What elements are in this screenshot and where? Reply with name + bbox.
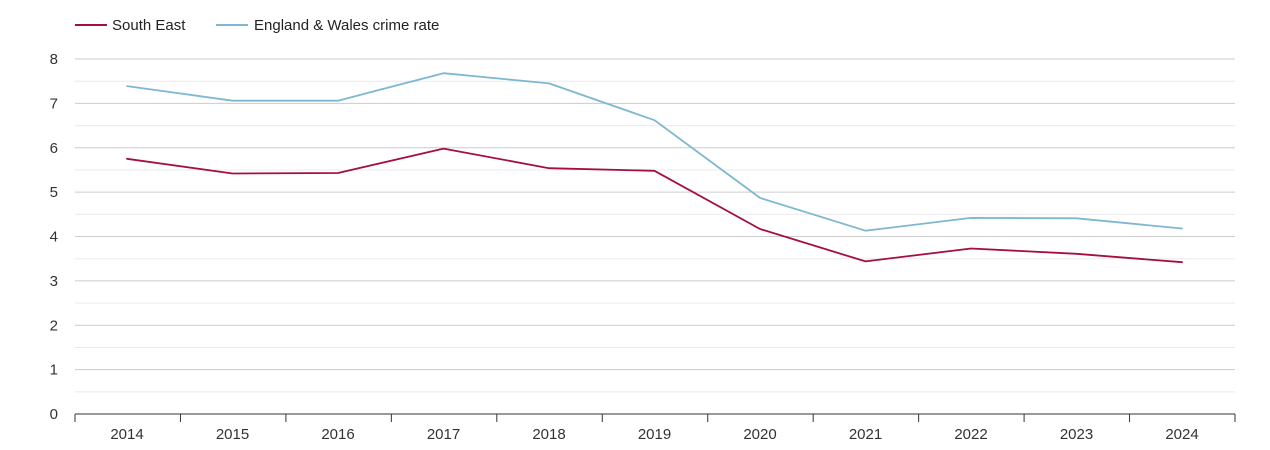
x-tick-label: 2022 [954,426,987,443]
legend-label: England & Wales crime rate [254,17,439,34]
x-tick-label: 2017 [427,426,460,443]
x-tick-label: 2018 [532,426,565,443]
x-axis: 2014 2015 2016 2017 2018 2019 2020 2021 2022 2023… [74,413,1236,443]
y-tick-label: 4 [50,229,58,246]
y-tick-label: 8 [50,51,58,68]
legend-item-south-east[interactable]: South East [75,17,186,34]
y-tick-label: 5 [50,184,58,201]
x-tick-label: 2014 [110,426,143,443]
legend-item-england-wales[interactable]: England & Wales crime rate [216,17,439,34]
x-tick-label: 2024 [1165,426,1198,443]
x-tick-label: 2015 [216,426,249,443]
y-tick-label: 3 [50,273,58,290]
legend: South East England & Wales crime rate [75,17,439,34]
series-line-south-east [126,147,1183,264]
x-tick-label: 2023 [1060,426,1093,443]
y-tick-label: 7 [50,95,58,112]
x-tick-label: 2020 [743,426,776,443]
y-tick-label: 6 [50,140,58,157]
series-line-england-wales [126,72,1183,232]
series-lines [126,72,1183,264]
y-tick-label: 1 [50,362,58,379]
x-tick-label: 2016 [321,426,354,443]
y-tick-label: 2 [50,317,58,334]
legend-label: South East [112,17,186,34]
x-tick-label: 2019 [638,426,671,443]
y-tick-label: 0 [50,406,58,423]
y-axis-ticks: 0 1 2 3 4 5 6 7 8 [50,51,58,423]
grid-lines [75,58,1235,393]
x-tick-label: 2021 [849,426,882,443]
